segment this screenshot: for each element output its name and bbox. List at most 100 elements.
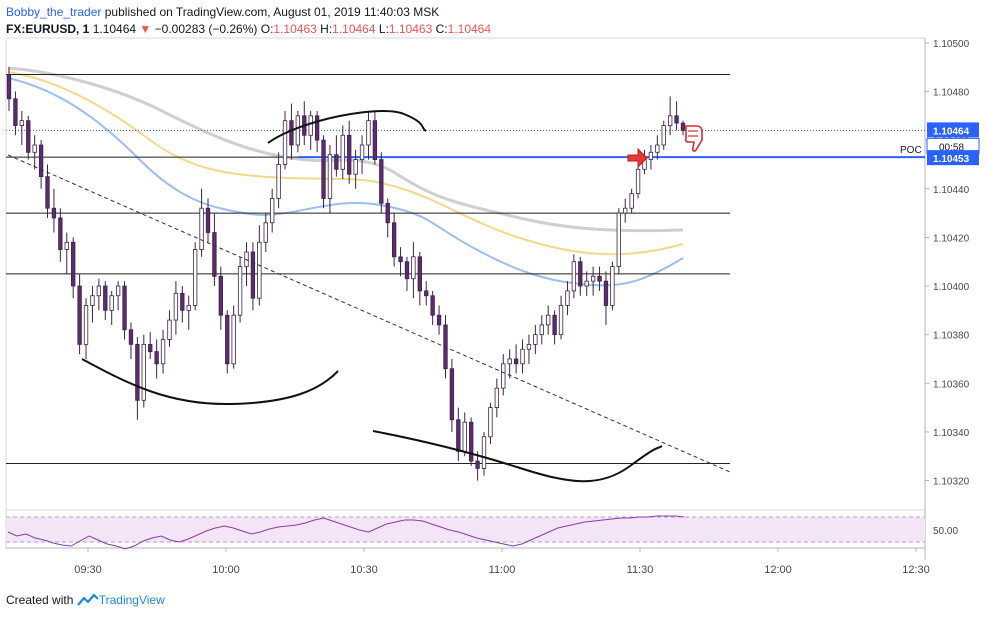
candle-body [347, 134, 352, 175]
candle-body [26, 120, 31, 153]
candle [481, 431, 487, 476]
x-tick-label: 10:00 [212, 564, 240, 576]
candle [51, 188, 57, 233]
thumbs-down-icon [684, 125, 703, 152]
candle [347, 120, 352, 184]
candle-body [270, 198, 275, 224]
dashed-trendline [7, 154, 731, 473]
candle-body [83, 305, 89, 345]
candle-body [45, 176, 50, 209]
candle-body [135, 343, 140, 401]
candle-body [90, 295, 95, 306]
candle-body [539, 324, 544, 336]
y-tick-label: 1.10340 [933, 428, 970, 439]
candle [661, 120, 666, 150]
candle-body [610, 266, 615, 306]
ma-blue-line [7, 77, 684, 287]
poc-tag [927, 150, 979, 166]
candle [623, 198, 628, 223]
candle-body [109, 295, 114, 311]
low-label: L: [378, 22, 389, 36]
candle-body [398, 256, 403, 263]
candle [314, 110, 320, 153]
candle [167, 310, 172, 347]
candle [513, 344, 519, 374]
rsi-line [7, 515, 685, 550]
author-link[interactable]: Bobby_the_trader [6, 5, 102, 19]
candle-body [616, 212, 621, 267]
candle [667, 96, 673, 136]
candle [340, 125, 345, 180]
candle [250, 242, 256, 311]
tradingview-link[interactable]: TradingView [98, 593, 165, 607]
candle [494, 378, 500, 418]
candle-body [404, 261, 410, 280]
x-tick-label: 11:00 [489, 564, 516, 576]
candle [263, 213, 268, 252]
candle [430, 290, 435, 325]
right-bottom-curve [372, 430, 663, 483]
candle-body [507, 358, 512, 365]
candle [45, 164, 50, 218]
candle [648, 144, 654, 170]
candle [391, 213, 397, 267]
candle-body [494, 387, 500, 409]
y-tick-label: 1.10500 [933, 39, 970, 50]
candle [629, 188, 634, 214]
candle-body [32, 144, 37, 153]
candle [449, 358, 455, 432]
candle [565, 281, 570, 316]
candle [590, 266, 596, 296]
candle-body [64, 241, 69, 250]
candle [289, 103, 294, 160]
poc-label: POC [900, 145, 922, 156]
candle [372, 110, 378, 165]
candle-body [449, 368, 455, 421]
candle [231, 305, 236, 369]
close-value: 1.10464 [447, 22, 492, 36]
candle-body [237, 266, 243, 316]
candle-body [167, 319, 172, 340]
candle-body [148, 343, 153, 353]
candle-body [584, 280, 589, 287]
candle-body [38, 144, 44, 177]
y-tick-label: 1.10440 [933, 185, 970, 196]
candle-body [19, 120, 25, 126]
candle-body [295, 115, 301, 146]
candle [488, 402, 493, 445]
candle-body [667, 115, 673, 126]
candle-body [590, 275, 596, 282]
moving-averages [7, 66, 684, 287]
price-tag [927, 122, 979, 138]
candle [533, 324, 538, 355]
candle [173, 281, 179, 335]
y-tick-label: 1.10320 [933, 477, 970, 488]
candle-body [501, 363, 506, 389]
candle [212, 213, 217, 287]
candle-body [456, 419, 461, 452]
candle [353, 149, 358, 189]
open-label: O: [260, 22, 274, 36]
candle [244, 242, 249, 287]
candle-body [655, 144, 660, 153]
published-text: published on TradingView.com, August 01,… [104, 5, 440, 19]
candle-body [648, 151, 654, 160]
candle-body [558, 305, 564, 336]
candle-body [340, 134, 345, 170]
candle [180, 286, 185, 323]
candle [192, 242, 198, 311]
x-tick-label: 11:30 [627, 564, 654, 576]
candle [77, 273, 82, 355]
candle-body [430, 295, 435, 316]
candle [584, 271, 589, 296]
grid [5, 37, 926, 560]
symbol: FX:EURUSD, 1 [6, 22, 90, 36]
candle [526, 334, 532, 364]
candle [128, 322, 134, 359]
candle [308, 110, 313, 150]
candle-body [635, 168, 641, 195]
candle-body [629, 193, 634, 209]
candle-body [77, 285, 82, 345]
candle-body [51, 207, 57, 219]
